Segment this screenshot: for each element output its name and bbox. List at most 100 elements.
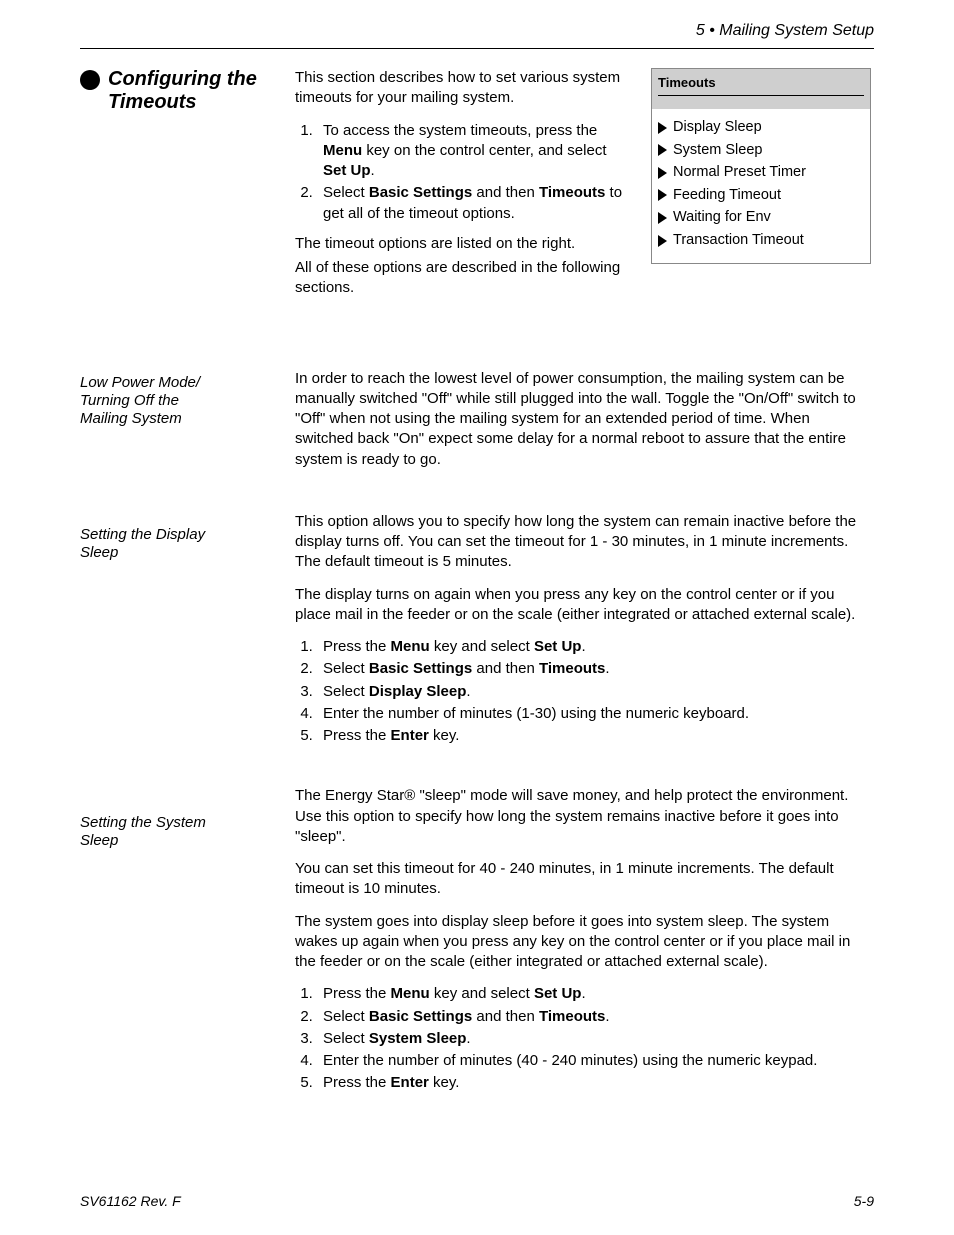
list-item: Select System Sleep. [317, 1029, 865, 1049]
bold-text: Menu [391, 985, 430, 1002]
text: Select [323, 660, 369, 677]
triangle-icon [658, 235, 667, 247]
text: key. [429, 727, 460, 744]
chapter-header: 5 • Mailing System Setup [696, 20, 874, 42]
text: Enter the number of minutes (1-30) using… [323, 705, 749, 722]
text: Select [323, 1008, 369, 1025]
panel-item-label: System Sleep [673, 141, 762, 161]
triangle-icon [658, 212, 667, 224]
list-item: Press the Menu key and select Set Up. [317, 984, 865, 1004]
bold-text: Set Up [534, 638, 582, 655]
lowpower-p1: In order to reach the lowest level of po… [295, 369, 865, 470]
text: key and select [430, 985, 534, 1002]
sidebar-sub-line: Mailing System [80, 410, 270, 428]
bold-text: Menu [323, 142, 362, 159]
bold-text: Basic Settings [369, 184, 472, 201]
systemsleep-steps: Press the Menu key and select Set Up. Se… [295, 984, 865, 1093]
panel-item: Display Sleep [658, 118, 864, 138]
text: Select [323, 1030, 369, 1047]
text: . [371, 162, 375, 179]
text: and then [472, 1008, 539, 1025]
sidebar-sub-lowpower: Low Power Mode/ Turning Off the Mailing … [80, 374, 270, 428]
list-item: To access the system timeouts, press the… [317, 121, 625, 182]
text: Press the [323, 638, 391, 655]
displaysleep-steps: Press the Menu key and select Set Up. Se… [295, 637, 865, 746]
text: . [605, 1008, 609, 1025]
list-item: Enter the number of minutes (1-30) using… [317, 704, 865, 724]
timeouts-panel: Timeouts Display Sleep System Sleep Norm… [651, 68, 871, 264]
sidebar: Configuring the Timeouts Low Power Mode/… [80, 68, 270, 850]
panel-item-label: Display Sleep [673, 118, 762, 138]
triangle-icon [658, 122, 667, 134]
bullet-icon [80, 70, 100, 90]
footer-left: SV61162 Rev. F [80, 1192, 181, 1211]
panel-item: Transaction Timeout [658, 231, 864, 251]
panel-item: Feeding Timeout [658, 186, 864, 206]
panel-item-label: Normal Preset Timer [673, 163, 806, 183]
panel-item-label: Waiting for Env [673, 208, 771, 228]
panel-item: Waiting for Env [658, 208, 864, 228]
list-item: Select Basic Settings and then Timeouts. [317, 1007, 865, 1027]
text: Select [323, 184, 369, 201]
sidebar-sub-line: Setting the Display [80, 526, 270, 544]
text: and then [472, 184, 539, 201]
text: To access the system timeouts, press the [323, 122, 597, 139]
bold-text: Display Sleep [369, 683, 467, 700]
systemsleep-p2: You can set this timeout for 40 - 240 mi… [295, 859, 865, 900]
text: . [581, 985, 585, 1002]
list-item: Press the Menu key and select Set Up. [317, 637, 865, 657]
panel-item-label: Feeding Timeout [673, 186, 781, 206]
panel-body: Display Sleep System Sleep Normal Preset… [652, 109, 870, 263]
sidebar-sub-line: Low Power Mode/ [80, 374, 270, 392]
sidebar-title-row: Configuring the Timeouts [80, 68, 270, 114]
bold-text: Set Up [323, 162, 371, 179]
panel-title: Timeouts [658, 75, 716, 90]
triangle-icon [658, 167, 667, 179]
list-item: Press the Enter key. [317, 1073, 865, 1093]
text: Press the [323, 727, 391, 744]
list-item: Select Display Sleep. [317, 682, 865, 702]
intro-block: This section describes how to set variou… [295, 68, 625, 299]
triangle-icon [658, 144, 667, 156]
list-item: Select Basic Settings and then Timeouts. [317, 659, 865, 679]
bold-text: Basic Settings [369, 660, 472, 677]
bold-text: Timeouts [539, 184, 605, 201]
panel-item: System Sleep [658, 141, 864, 161]
panel-head: Timeouts [652, 69, 870, 109]
panel-item: Normal Preset Timer [658, 163, 864, 183]
header-rule [80, 48, 874, 49]
text: key. [429, 1074, 460, 1091]
text: . [466, 683, 470, 700]
text: Press the [323, 985, 391, 1002]
text: . [605, 660, 609, 677]
sidebar-sub-line: Setting the System [80, 814, 270, 832]
text: . [581, 638, 585, 655]
list-item: Enter the number of minutes (40 - 240 mi… [317, 1051, 865, 1071]
bold-text: System Sleep [369, 1030, 467, 1047]
bold-text: Timeouts [539, 660, 605, 677]
bold-text: Timeouts [539, 1008, 605, 1025]
footer-right: 5-9 [854, 1192, 874, 1211]
list-item: Press the Enter key. [317, 726, 865, 746]
triangle-icon [658, 189, 667, 201]
text: key on the control center, and select [362, 142, 606, 159]
bold-text: Basic Settings [369, 1008, 472, 1025]
text: Enter the number of minutes (40 - 240 mi… [323, 1052, 817, 1069]
panel-item-label: Transaction Timeout [673, 231, 804, 251]
sidebar-sub-systemsleep: Setting the System Sleep [80, 814, 270, 850]
displaysleep-p2: The display turns on again when you pres… [295, 585, 865, 626]
intro-p1: This section describes how to set variou… [295, 68, 625, 109]
bold-text: Set Up [534, 985, 582, 1002]
bold-text: Enter [391, 1074, 429, 1091]
systemsleep-p3: The system goes into display sleep befor… [295, 912, 865, 973]
sidebar-title-text: Configuring the Timeouts [108, 68, 257, 113]
sidebar-title: Configuring the Timeouts [108, 68, 270, 114]
sidebar-sub-line: Sleep [80, 544, 270, 562]
text: Press the [323, 1074, 391, 1091]
list-item: Select Basic Settings and then Timeouts … [317, 183, 625, 224]
sidebar-sub-line: Sleep [80, 832, 270, 850]
intro-region: Timeouts Display Sleep System Sleep Norm… [295, 68, 865, 299]
panel-head-rule [658, 95, 864, 96]
bold-text: Menu [391, 638, 430, 655]
text: Select [323, 683, 369, 700]
